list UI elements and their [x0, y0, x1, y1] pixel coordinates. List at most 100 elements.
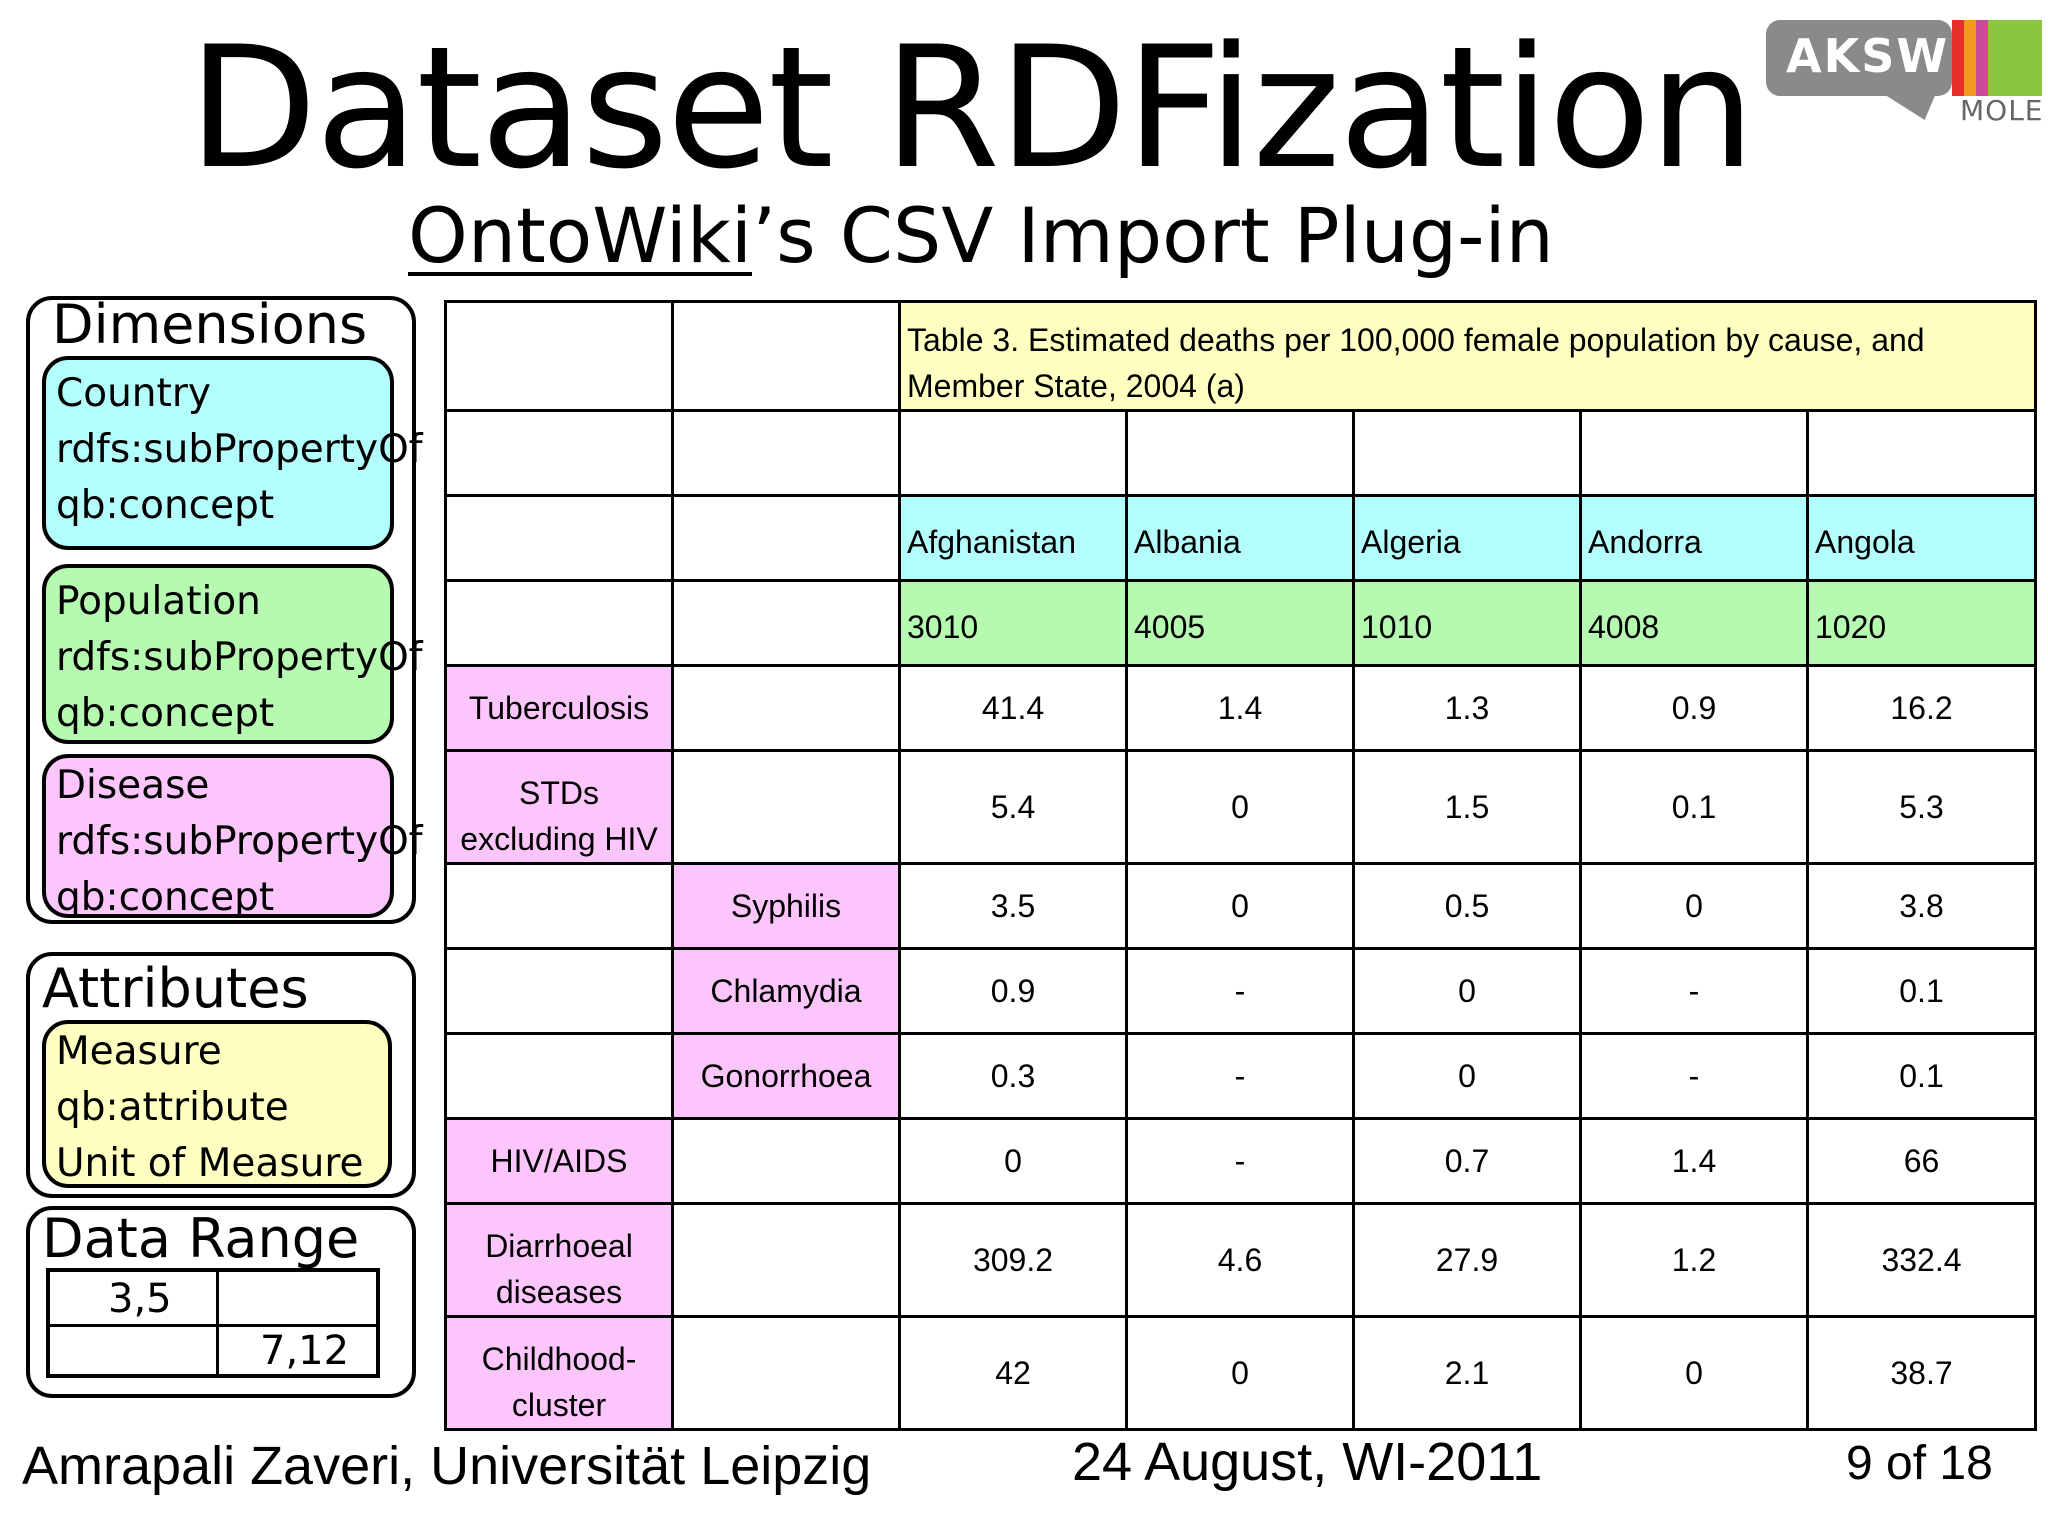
cell-empty[interactable]	[671, 749, 901, 865]
value-cell[interactable]: 0	[1125, 862, 1355, 950]
cell-empty[interactable]	[671, 409, 901, 497]
value-cell[interactable]: 0.1	[1806, 947, 2037, 1035]
subcause-cell[interactable]: Syphilis	[671, 862, 901, 950]
value-cell[interactable]: 2.1	[1352, 1315, 1582, 1431]
country-cell[interactable]: Angola	[1806, 494, 2037, 582]
value-cell[interactable]: 41.4	[898, 664, 1128, 752]
value-cell[interactable]: 0.1	[1579, 749, 1809, 865]
cause-cell[interactable]: Tuberculosis	[444, 664, 674, 752]
value-cell[interactable]: -	[1125, 1032, 1355, 1120]
logo-bars	[1952, 20, 2042, 96]
table-caption[interactable]: Table 3. Estimated deaths per 100,000 fe…	[898, 300, 2037, 412]
value-cell[interactable]: 38.7	[1806, 1315, 2037, 1431]
value-cell[interactable]: 332.4	[1806, 1202, 2037, 1318]
ontowiki-link[interactable]: OntoWiki	[408, 191, 753, 280]
cell-empty[interactable]	[444, 862, 674, 950]
value-cell[interactable]: -	[1579, 947, 1809, 1035]
value-cell[interactable]: 5.4	[898, 749, 1128, 865]
value-cell[interactable]: 309.2	[898, 1202, 1128, 1318]
data-range-grid: 3,5 7,12	[46, 1268, 380, 1378]
value-cell[interactable]: 3.5	[898, 862, 1128, 950]
cell-empty[interactable]	[444, 494, 674, 582]
value-cell[interactable]: 5.3	[1806, 749, 2037, 865]
cell-empty[interactable]	[444, 947, 674, 1035]
value-cell[interactable]: 0	[1125, 1315, 1355, 1431]
cell-empty[interactable]	[1125, 409, 1355, 497]
population-cell[interactable]: 3010	[898, 579, 1128, 667]
cause-cell[interactable]: Childhood-cluster	[444, 1315, 674, 1431]
csv-table: Table 3. Estimated deaths per 100,000 fe…	[444, 300, 2037, 1431]
country-cell[interactable]: Albania	[1125, 494, 1355, 582]
cell-empty[interactable]	[671, 664, 901, 752]
cause-cell[interactable]: Diarrhoeal diseases	[444, 1202, 674, 1318]
value-cell[interactable]: 0	[1125, 749, 1355, 865]
population-cell[interactable]: 1010	[1352, 579, 1582, 667]
cell-empty[interactable]	[671, 1117, 901, 1205]
value-cell[interactable]: 4.6	[1125, 1202, 1355, 1318]
value-cell[interactable]: 0.9	[898, 947, 1128, 1035]
population-cell[interactable]: 1020	[1806, 579, 2037, 667]
disease-concept: qb:concept	[56, 875, 275, 920]
value-cell[interactable]: 1.3	[1352, 664, 1582, 752]
logo-bar	[1976, 20, 1988, 96]
value-cell[interactable]: -	[1125, 947, 1355, 1035]
population-cell[interactable]: 4008	[1579, 579, 1809, 667]
value-cell[interactable]: 1.2	[1579, 1202, 1809, 1318]
value-cell[interactable]: 27.9	[1352, 1202, 1582, 1318]
value-cell[interactable]: 0.1	[1806, 1032, 2037, 1120]
cause-cell[interactable]: HIV/AIDS	[444, 1117, 674, 1205]
table-row: Gonorrhoea 0.3-0-0.1	[444, 1032, 2037, 1120]
value-cell[interactable]: 42	[898, 1315, 1128, 1431]
cell-empty[interactable]	[1579, 409, 1809, 497]
value-cell[interactable]: 1.4	[1579, 1117, 1809, 1205]
data-range-heading: Data Range	[42, 1207, 360, 1270]
data-range-end: 7,12	[260, 1328, 350, 1374]
logo-bar	[1964, 20, 1976, 96]
logo-bar	[1988, 20, 2042, 96]
value-cell[interactable]: 0	[898, 1117, 1128, 1205]
country-cell[interactable]: Andorra	[1579, 494, 1809, 582]
table-row: Tuberculosis 41.4 1.4 1.3 0.9 16.2	[444, 664, 2037, 752]
country-cell[interactable]: Afghanistan	[898, 494, 1128, 582]
country-cell[interactable]: Algeria	[1352, 494, 1582, 582]
country-box: Country rdfs:subPropertyOf qb:concept	[42, 356, 423, 550]
value-cell[interactable]: 0	[1579, 1315, 1809, 1431]
cell-empty[interactable]	[671, 300, 901, 412]
cause-cell[interactable]: STDs excluding HIV	[444, 749, 674, 865]
value-cell[interactable]: 0.3	[898, 1032, 1128, 1120]
value-cell[interactable]: 1.5	[1352, 749, 1582, 865]
cell-empty[interactable]	[444, 579, 674, 667]
value-cell[interactable]: 0	[1352, 1032, 1582, 1120]
cell-empty[interactable]	[671, 579, 901, 667]
value-cell[interactable]: 0.9	[1579, 664, 1809, 752]
value-cell[interactable]: 16.2	[1806, 664, 2037, 752]
value-cell[interactable]: 3.8	[1806, 862, 2037, 950]
value-cell[interactable]: 1.4	[1125, 664, 1355, 752]
value-cell[interactable]: 0	[1352, 947, 1582, 1035]
table-row: HIV/AIDS 0-0.7 1.4 66	[444, 1117, 2037, 1205]
population-cell[interactable]: 4005	[1125, 579, 1355, 667]
value-cell[interactable]: 0	[1579, 862, 1809, 950]
subcause-cell[interactable]: Gonorrhoea	[671, 1032, 901, 1120]
subcause-cell[interactable]: Chlamydia	[671, 947, 901, 1035]
data-range-panel	[26, 1206, 416, 1398]
disease-box: Disease rdfs:subPropertyOf qb:concept	[42, 754, 423, 920]
cell-empty[interactable]	[444, 1032, 674, 1120]
cell-empty[interactable]	[444, 409, 674, 497]
cell-empty[interactable]	[671, 1202, 901, 1318]
value-cell[interactable]: -	[1125, 1117, 1355, 1205]
cell-empty[interactable]	[1352, 409, 1582, 497]
population-concept: qb:concept	[56, 691, 275, 736]
population-name: Population	[56, 579, 261, 624]
cell-empty[interactable]	[444, 300, 674, 412]
cell-empty[interactable]	[1806, 409, 2037, 497]
cell-empty[interactable]	[671, 494, 901, 582]
value-cell[interactable]: 66	[1806, 1117, 2037, 1205]
value-cell[interactable]: 0.7	[1352, 1117, 1582, 1205]
value-cell[interactable]: -	[1579, 1032, 1809, 1120]
cell-empty[interactable]	[898, 409, 1128, 497]
disease-name: Disease	[56, 763, 210, 808]
cell-empty[interactable]	[671, 1315, 901, 1431]
value-cell[interactable]: 0.5	[1352, 862, 1582, 950]
table-row: Syphilis 3.5 0 0.5 0 3.8	[444, 862, 2037, 950]
